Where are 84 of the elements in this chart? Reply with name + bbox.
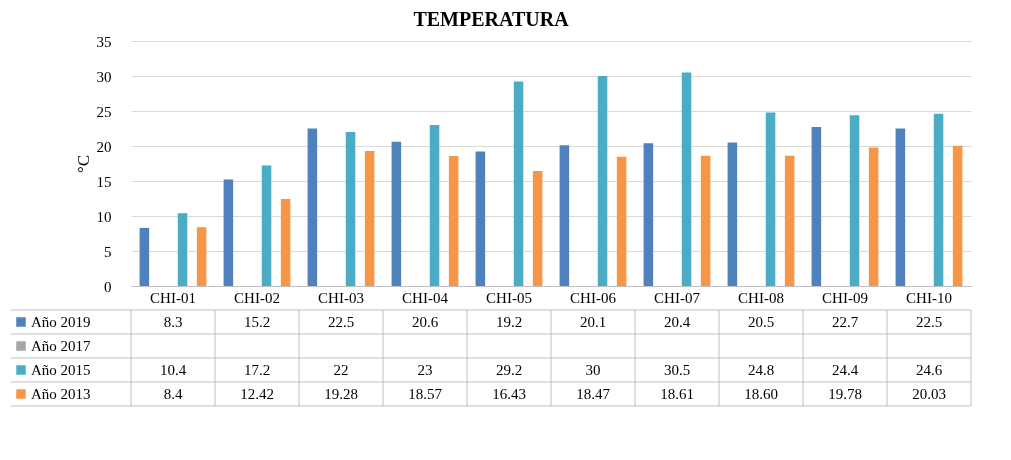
data-label: 23 [417,362,433,378]
data-label: 15.2 [243,314,271,330]
x-tick-label: CHI-03 [318,290,364,306]
bar [895,128,906,286]
data-label: 20.6 [411,314,439,330]
data-label: 18.47 [576,386,611,402]
data-label: 22.5 [915,314,943,330]
x-tick-label: CHI-06 [570,290,617,306]
data-label: 24.8 [747,362,775,378]
data-label: 10.4 [159,362,187,378]
bar [475,151,486,286]
data-label: 22.7 [831,314,859,330]
x-tick-label: CHI-05 [486,290,532,306]
bar [345,132,356,286]
bar [364,151,375,286]
data-label: 19.78 [828,386,862,402]
data-label: 20.4 [663,314,691,330]
bar [307,128,318,286]
bar [448,156,459,286]
y-tick-label: 35 [96,33,112,50]
data-label: 18.60 [744,386,778,402]
bar [784,155,795,286]
data-label: 20.5 [747,314,775,330]
bar [933,113,944,286]
y-tick-label: 15 [96,173,112,190]
y-tick-label: 0 [104,278,112,295]
y-tick-label: 30 [96,68,112,85]
bar [849,115,860,286]
bar [559,145,570,286]
bar [391,141,402,286]
chart-title: TEMPERATURA [413,8,570,30]
bar [765,112,776,286]
bar [177,213,188,286]
x-tick-label: CHI-09 [822,290,868,306]
data-label: 30 [585,362,601,378]
bar [616,156,627,286]
bar [532,170,543,286]
legend-label: Año 2017 [31,338,92,354]
y-tick-label: 5 [104,243,112,260]
x-tick-label: CHI-08 [738,290,784,306]
legend-label: Año 2013 [31,386,91,402]
bar [727,142,738,286]
bar [261,165,272,286]
x-tick-label: CHI-04 [402,290,449,306]
bar [139,227,150,286]
y-tick-label: 10 [96,208,112,225]
legend-label: Año 2019 [31,314,91,330]
bar [681,72,692,286]
data-label: 19.28 [324,386,358,402]
x-tick-label: CHI-02 [234,290,280,306]
y-tick-label: 25 [96,103,112,120]
data-label: 16.43 [492,386,526,402]
data-label: 29.2 [495,362,523,378]
bar [513,81,524,286]
data-label: 18.61 [660,386,694,402]
data-label: 24.4 [831,362,859,378]
bar [643,143,654,286]
data-label: 24.6 [915,362,943,378]
bar [223,179,234,286]
x-tick-label: CHI-10 [906,290,952,306]
data-label: 20.1 [579,314,607,330]
bar [280,199,291,286]
data-label: 17.2 [243,362,271,378]
data-label: 8.3 [163,314,183,330]
data-label: 22.5 [327,314,355,330]
data-label: 19.2 [495,314,523,330]
x-tick-label: CHI-07 [654,290,701,306]
y-axis-title: °C [73,154,93,174]
bar [868,147,879,286]
legend-label: Año 2015 [31,362,91,378]
bar [952,145,963,286]
bar [429,125,440,286]
data-label: 20.03 [912,386,946,402]
bar [811,127,822,286]
data-label: 22 [333,362,349,378]
x-tick-label: CHI-01 [150,290,196,306]
bar [700,155,711,286]
bar [196,227,207,286]
data-label: 18.57 [408,386,443,402]
data-label: 12.42 [240,386,274,402]
y-tick-label: 20 [96,138,112,155]
bar [597,76,608,286]
data-label: 30.5 [663,362,691,378]
data-label: 8.4 [163,386,183,402]
